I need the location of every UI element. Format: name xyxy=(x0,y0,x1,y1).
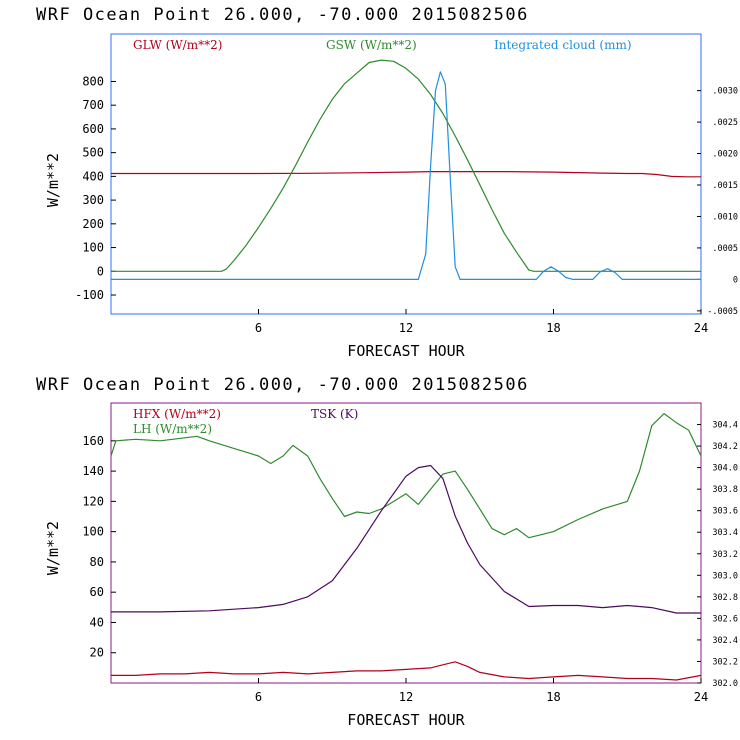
p1-ytick-label: 800 xyxy=(82,74,104,88)
legend-tsk: TSK (K) xyxy=(311,407,358,421)
p2-ytick-label: 60 xyxy=(90,585,104,599)
p2-right-tick-label: 302.6 xyxy=(712,614,738,624)
panel-2-frame xyxy=(110,402,702,684)
p2-series-line-3 xyxy=(111,464,701,614)
p1-right-tick-label: .0015 xyxy=(712,181,738,191)
panel-1-xlabel: FORECAST HOUR xyxy=(347,342,465,360)
p2-xtick-label: 18 xyxy=(546,690,560,704)
p2-ytick-label: 40 xyxy=(90,615,104,629)
legend-gsw: GSW (W/m**2) xyxy=(326,38,417,52)
p2-right-tick-label: 304.0 xyxy=(712,464,738,474)
p2-xtick-label: 24 xyxy=(694,690,708,704)
p1-right-tick-label: .0025 xyxy=(712,118,738,128)
legend-hfx: HFX (W/m**2) xyxy=(133,407,221,421)
p2-right-tick-label: 304.4 xyxy=(712,421,738,431)
p2-xtick-label: 12 xyxy=(399,690,413,704)
p1-ytick-label: -100 xyxy=(75,288,104,302)
p1-ytick-label: 700 xyxy=(82,98,104,112)
p1-ytick-label: 500 xyxy=(82,146,104,160)
p2-right-tick-label: 303.8 xyxy=(712,485,738,495)
p2-right-tick-label: 304.2 xyxy=(712,442,738,452)
p2-right-tick-label: 303.0 xyxy=(712,571,738,581)
p2-xtick-label: 6 xyxy=(255,690,262,704)
legend-cloud: Integrated cloud (mm) xyxy=(494,38,632,52)
legend-glw: GLW (W/m**2) xyxy=(133,38,222,52)
p1-series-line-3 xyxy=(111,71,701,280)
p2-ytick-label: 80 xyxy=(90,555,104,569)
p1-xtick-label: 18 xyxy=(546,321,560,335)
p1-ytick-label: 0 xyxy=(97,264,104,278)
p1-right-tick-label: .0005 xyxy=(712,244,738,254)
p2-series-line-1 xyxy=(111,661,702,681)
p2-series-line-2 xyxy=(110,413,702,539)
p1-right-tick-label: .0030 xyxy=(712,87,738,97)
panel-1-plot: 6 12 18 24 -100 0 100 200 300 400 500 600 700 800 .003… xyxy=(75,33,738,335)
p2-right-tick-label: 302.4 xyxy=(712,636,738,646)
p1-ytick-label: 600 xyxy=(82,122,104,136)
p2-ytick-label: 140 xyxy=(82,464,104,478)
p1-xtick-label: 6 xyxy=(255,321,262,335)
p2-ytick-label: 20 xyxy=(90,646,104,660)
p1-series-line-1 xyxy=(111,171,701,178)
p1-ytick-label: 200 xyxy=(82,217,104,231)
p2-right-tick-label: 303.4 xyxy=(712,528,738,538)
p1-right-tick-label: -.0005 xyxy=(707,307,738,317)
p1-ytick-label: 100 xyxy=(82,241,104,255)
panel-2-plot: 6 12 18 24 20 40 60 80 100 120 140 160 304.4 304.2 304… xyxy=(82,402,738,704)
p1-right-tick-label: 0 xyxy=(733,275,738,285)
p1-xtick-label: 24 xyxy=(694,321,708,335)
panel-2-xlabel: FORECAST HOUR xyxy=(347,711,465,729)
p2-right-tick-label: 302.8 xyxy=(712,593,738,603)
p2-ytick-label: 100 xyxy=(82,525,104,539)
p2-ytick-label: 120 xyxy=(82,494,104,508)
legend-lh: LH (W/m**2) xyxy=(133,422,212,436)
panel-2-header: WRF Ocean Point 26.000, -70.000 20150825… xyxy=(36,375,529,395)
p1-ytick-label: 300 xyxy=(82,193,104,207)
panel-1-header: WRF Ocean Point 26.000, -70.000 20150825… xyxy=(36,5,529,25)
p1-right-tick-label: .0020 xyxy=(712,150,738,160)
p2-right-tick-label: 303.2 xyxy=(712,550,738,560)
p2-right-tick-label: 303.6 xyxy=(712,507,738,517)
p1-ytick-label: 400 xyxy=(82,169,104,183)
p1-right-tick-label: .0010 xyxy=(712,212,738,222)
p2-ytick-label: 160 xyxy=(82,434,104,448)
p2-right-tick-label: 302.0 xyxy=(712,679,738,689)
panel-1-ylabel: W/m**2 xyxy=(44,153,62,207)
p1-series-line-2 xyxy=(111,59,701,272)
panel-2-ylabel: W/m**2 xyxy=(44,521,62,575)
p1-xtick-label: 12 xyxy=(399,321,413,335)
p2-right-tick-label: 302.2 xyxy=(712,657,738,667)
